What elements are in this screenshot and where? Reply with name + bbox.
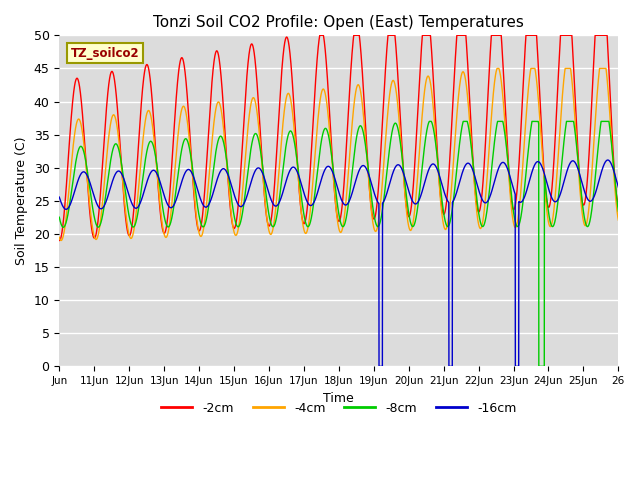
Y-axis label: Soil Temperature (C): Soil Temperature (C) (15, 137, 28, 265)
Title: Tonzi Soil CO2 Profile: Open (East) Temperatures: Tonzi Soil CO2 Profile: Open (East) Temp… (154, 15, 524, 30)
Legend: -2cm, -4cm, -8cm, -16cm: -2cm, -4cm, -8cm, -16cm (156, 396, 522, 420)
Text: TZ_soilco2: TZ_soilco2 (70, 47, 139, 60)
X-axis label: Time: Time (323, 392, 354, 405)
